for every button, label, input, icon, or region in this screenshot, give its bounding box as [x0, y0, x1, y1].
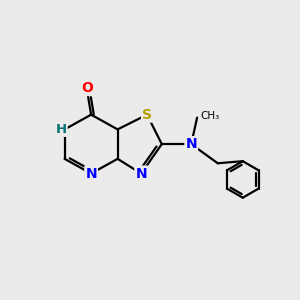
Text: N: N	[85, 167, 97, 181]
Text: N: N	[185, 137, 197, 151]
Text: O: O	[81, 81, 93, 95]
Text: H: H	[56, 123, 67, 136]
Text: N: N	[135, 167, 147, 181]
Text: S: S	[142, 108, 152, 122]
Text: CH₃: CH₃	[201, 111, 220, 121]
